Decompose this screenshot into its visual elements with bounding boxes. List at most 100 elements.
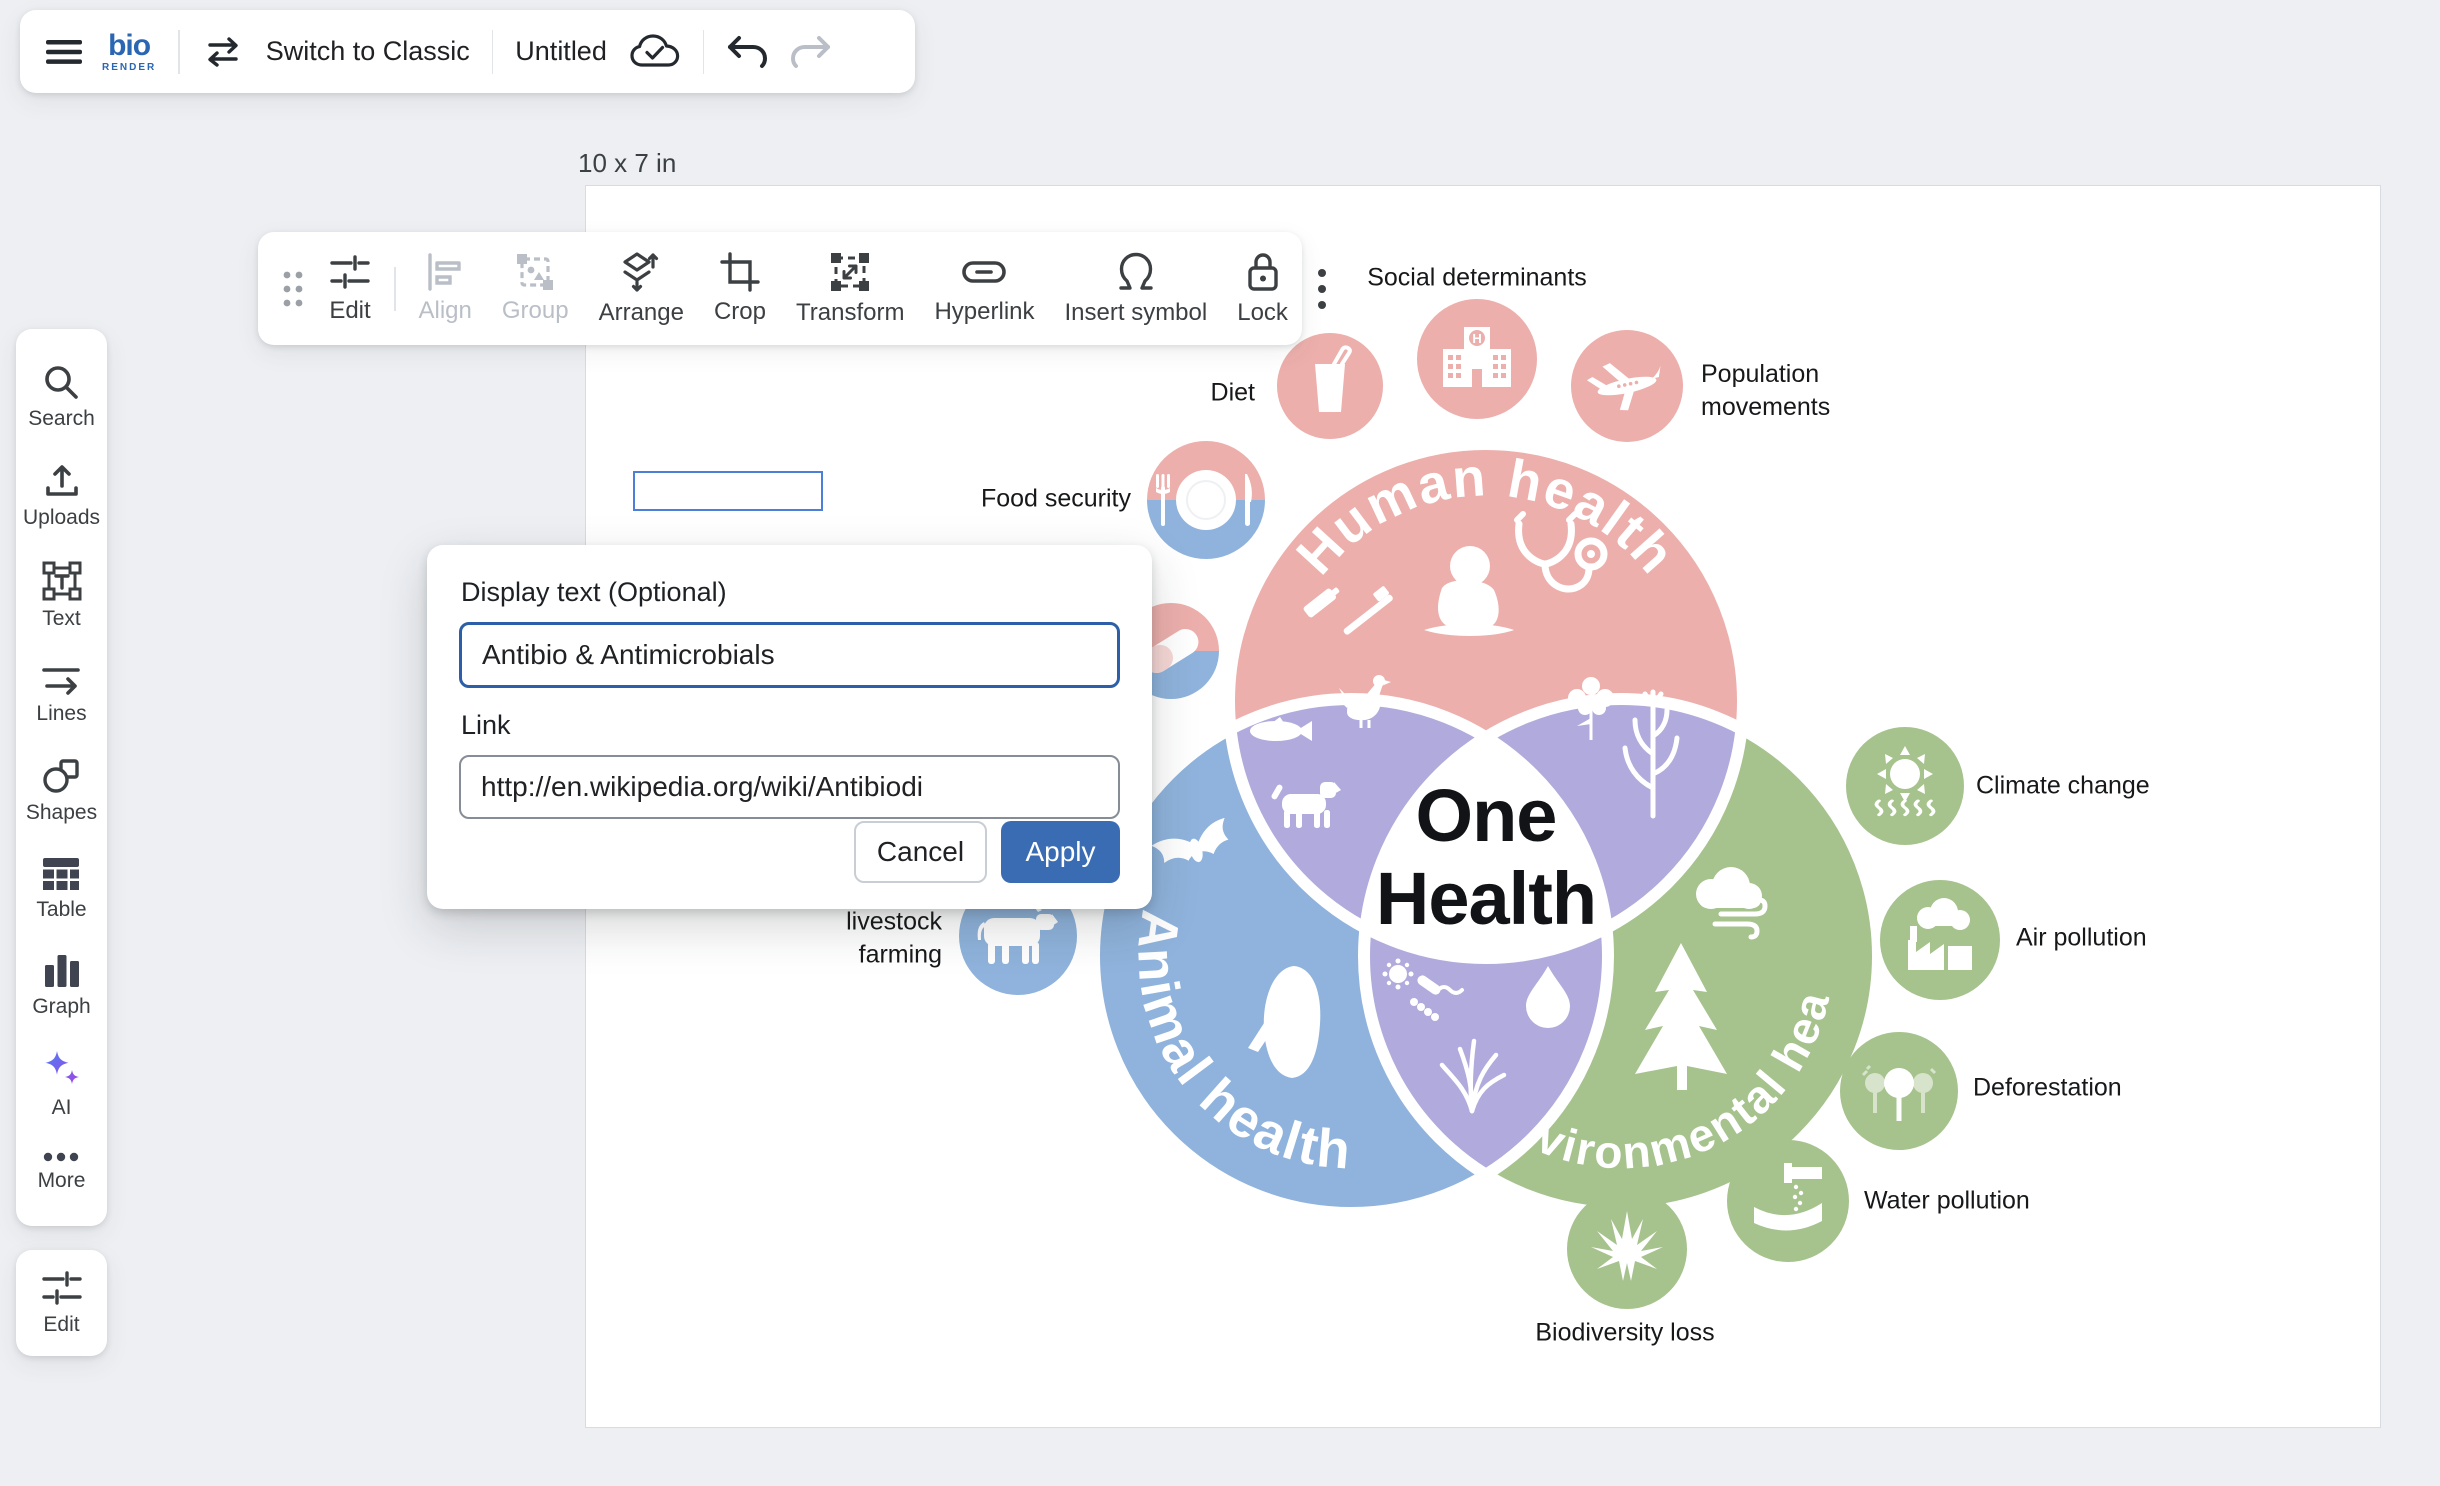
air-pollution-satellite[interactable]: [1880, 880, 2000, 1000]
diet-satellite[interactable]: [1277, 333, 1383, 439]
penguin-icon: [1248, 966, 1321, 1078]
grass-icon: [1439, 1038, 1507, 1114]
sidebar-item-shapes[interactable]: Shapes: [26, 757, 97, 825]
selected-element-outline[interactable]: [633, 471, 823, 511]
logo-text-bio: bio: [108, 28, 151, 62]
redo-icon: [790, 35, 832, 69]
logo-text-render: RENDER: [102, 61, 157, 73]
deforestation-satellite[interactable]: [1840, 1032, 1958, 1150]
baby-icon: [1424, 546, 1514, 636]
label-social-determinants[interactable]: Social determinants: [1367, 263, 1587, 292]
search-icon: [45, 365, 79, 399]
switch-to-classic-button[interactable]: Switch to Classic: [265, 36, 470, 66]
hyperlink-dialog: Display text (Optional) Link Cancel Appl…: [427, 545, 1152, 909]
toolbar-insert-symbol-button[interactable]: Insert symbol: [1050, 232, 1223, 345]
sidebar-item-graph[interactable]: Graph: [32, 953, 91, 1019]
one-health-diagram[interactable]: Human health Animal health Environmental…: [586, 186, 2382, 1429]
sidebar-item-text[interactable]: Text: [42, 561, 82, 631]
toolbar-transform-button[interactable]: Transform: [781, 232, 919, 345]
toolbar-lock-button[interactable]: Lock: [1222, 232, 1303, 345]
pine-tree-icon: [1635, 943, 1727, 1090]
microbes-icon: [1382, 958, 1464, 1021]
social-determinants-satellite[interactable]: H: [1417, 299, 1537, 419]
toolbar-hyperlink-button[interactable]: Hyperlink: [919, 232, 1049, 345]
table-icon: [43, 857, 80, 890]
chicken-icon: [1335, 675, 1391, 728]
label-population-movements[interactable]: Population movements: [1701, 360, 1831, 421]
upload-icon: [45, 464, 78, 496]
cancel-button[interactable]: Cancel: [854, 821, 987, 883]
app-header: bio RENDER Switch to Classic Untitled: [20, 10, 915, 93]
drink-icon: [1315, 345, 1352, 412]
edit-sliders-icon: [41, 1271, 82, 1305]
biorender-logo[interactable]: bio RENDER: [102, 28, 157, 73]
apply-button[interactable]: Apply: [1001, 821, 1120, 883]
shapes-icon: [43, 758, 80, 793]
label-air-pollution[interactable]: Air pollution: [2016, 923, 2147, 952]
stethoscope-icon: [1514, 511, 1608, 593]
menu-icon[interactable]: [46, 37, 82, 67]
label-diet[interactable]: Diet: [1210, 378, 1255, 407]
selection-toolbar: Edit Align Group Arrange Crop Transform …: [258, 232, 1326, 345]
toolbar-crop-button[interactable]: Crop: [699, 232, 781, 345]
label-climate-change[interactable]: Climate change: [1976, 771, 2150, 800]
climate-change-satellite[interactable]: [1846, 727, 1964, 845]
sidebar-item-uploads[interactable]: Uploads: [23, 462, 100, 530]
label-deforestation[interactable]: Deforestation: [1973, 1073, 2122, 1102]
divider: [394, 266, 396, 311]
display-text-label: Display text (Optional): [461, 577, 727, 607]
sidebar-item-ai[interactable]: AI: [41, 1050, 83, 1120]
cloud-saved-icon: [629, 32, 681, 72]
divider: [178, 29, 180, 74]
one-health-title: One Health: [1375, 774, 1597, 940]
fish-icon: [1250, 717, 1312, 741]
sidebar-item-table[interactable]: Table: [36, 856, 87, 922]
agave-plant-icon: [1591, 1211, 1663, 1281]
tool-sidebar: Search Uploads Text Lines Shapes Table G…: [16, 329, 107, 1226]
drag-handle-icon[interactable]: [272, 268, 314, 310]
hospital-icon: H: [1443, 327, 1511, 387]
ai-sparkle-icon: [45, 1050, 79, 1084]
bat-icon: [1151, 817, 1229, 864]
canvas-size-label: 10 x 7 in: [578, 148, 677, 178]
factory-icon: [1908, 898, 1972, 970]
biodiversity-loss-satellite[interactable]: [1567, 1189, 1687, 1309]
water-pipe-icon: [1754, 1163, 1822, 1231]
food-security-satellite[interactable]: [1147, 441, 1265, 559]
label-food-security[interactable]: Food security: [980, 484, 1131, 513]
toolbar-arrange-button[interactable]: Arrange: [584, 232, 699, 345]
sidebar-item-edit[interactable]: Edit: [41, 1269, 83, 1337]
document-title[interactable]: Untitled: [515, 36, 607, 66]
svg-text:H: H: [1472, 331, 1481, 346]
population-movements-satellite[interactable]: [1571, 330, 1683, 442]
toolbar-align-button: Align: [404, 232, 487, 345]
dog-icon: [1271, 782, 1341, 828]
plate-icon: [1156, 470, 1252, 530]
more-options-icon[interactable]: [1317, 267, 1327, 311]
water-drop-icon: [1526, 966, 1570, 1028]
sidebar-item-lines[interactable]: Lines: [36, 662, 87, 726]
line-arrow-icon: [42, 667, 81, 695]
sun-icon: [1874, 746, 1936, 817]
wind-cloud-icon: [1696, 867, 1768, 940]
sidebar-edit-card: Edit: [16, 1250, 107, 1356]
link-label: Link: [461, 710, 511, 740]
display-text-input[interactable]: [459, 622, 1120, 688]
sidebar-item-more[interactable]: More: [38, 1151, 85, 1193]
corn-icon: [1622, 689, 1680, 819]
label-water-pollution[interactable]: Water pollution: [1864, 1186, 2030, 1215]
toolbar-edit-button[interactable]: Edit: [314, 232, 386, 345]
graph-icon: [44, 954, 79, 987]
toothbrush-icon: [1303, 586, 1393, 635]
divider: [702, 29, 705, 74]
trees-icon: [1861, 1064, 1937, 1121]
divider: [491, 29, 494, 74]
sidebar-item-search[interactable]: Search: [28, 363, 95, 431]
link-input[interactable]: [459, 755, 1120, 819]
water-pollution-satellite[interactable]: [1727, 1140, 1849, 1262]
plant-icon: [1568, 677, 1614, 740]
swap-arrows-icon[interactable]: [202, 34, 244, 70]
ellipsis-icon: [44, 1152, 79, 1161]
label-biodiversity-loss[interactable]: Biodiversity loss: [1535, 1318, 1715, 1347]
undo-icon[interactable]: [726, 35, 768, 69]
